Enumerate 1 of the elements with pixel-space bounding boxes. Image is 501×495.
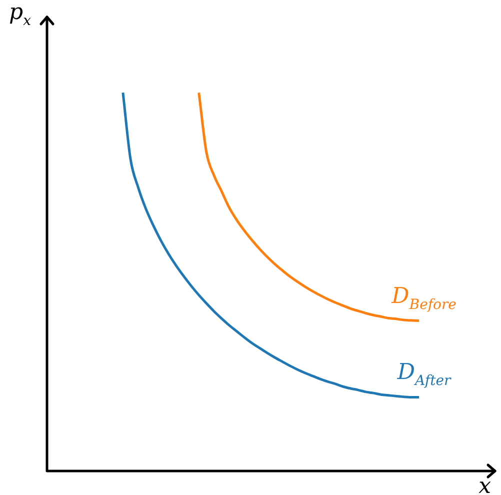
x-axis-title: x: [478, 474, 492, 495]
